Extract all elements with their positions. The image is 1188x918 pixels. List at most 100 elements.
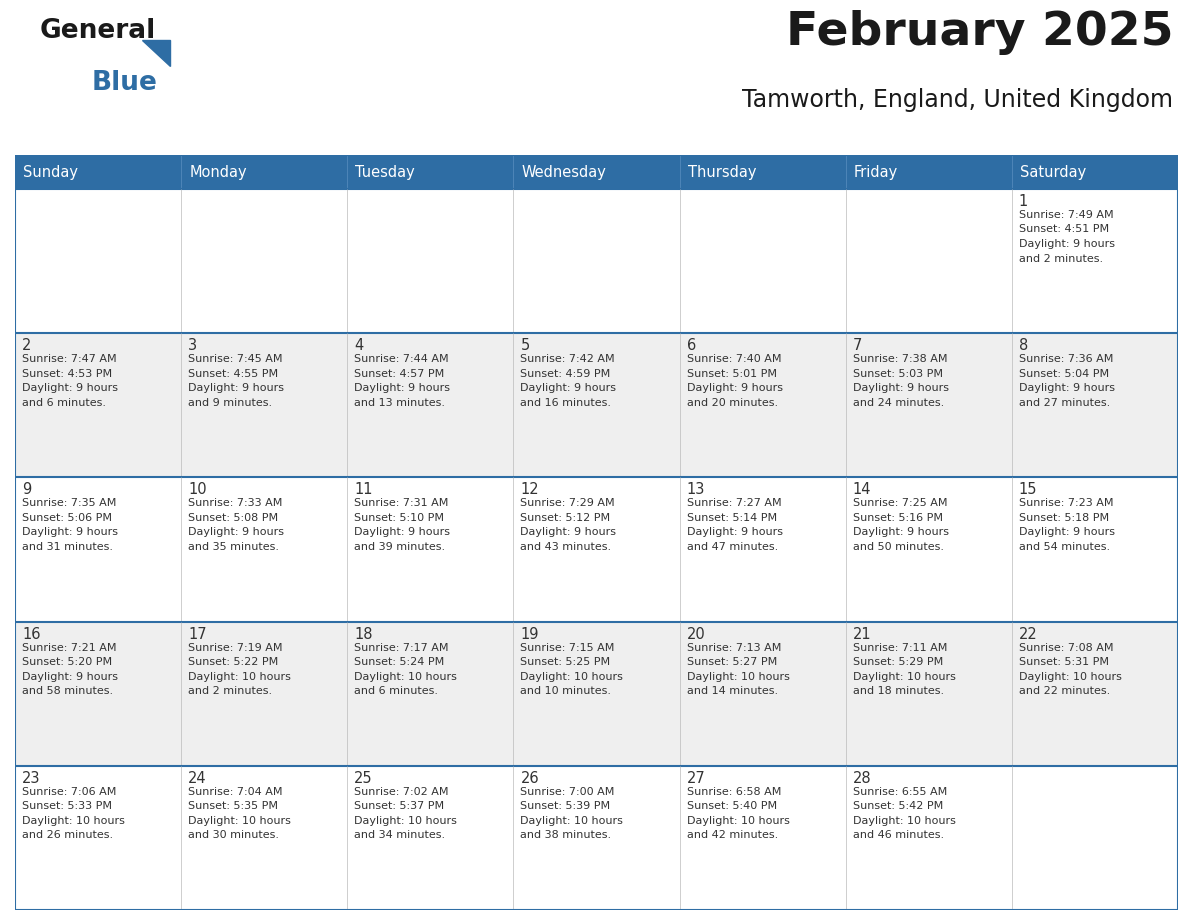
Text: and 2 minutes.: and 2 minutes. bbox=[1019, 253, 1102, 263]
Text: Sunrise: 7:45 AM: Sunrise: 7:45 AM bbox=[188, 354, 283, 364]
Text: Sunrise: 7:36 AM: Sunrise: 7:36 AM bbox=[1019, 354, 1113, 364]
Text: and 31 minutes.: and 31 minutes. bbox=[23, 542, 113, 552]
Text: Daylight: 9 hours: Daylight: 9 hours bbox=[354, 383, 450, 393]
Text: Sunrise: 7:08 AM: Sunrise: 7:08 AM bbox=[1019, 643, 1113, 653]
Text: 13: 13 bbox=[687, 482, 704, 498]
Text: Daylight: 10 hours: Daylight: 10 hours bbox=[853, 816, 955, 826]
Text: Sunrise: 7:11 AM: Sunrise: 7:11 AM bbox=[853, 643, 947, 653]
Text: Sunset: 4:51 PM: Sunset: 4:51 PM bbox=[1019, 225, 1108, 234]
Text: 24: 24 bbox=[188, 771, 207, 786]
Text: 11: 11 bbox=[354, 482, 373, 498]
Text: 15: 15 bbox=[1019, 482, 1037, 498]
Text: and 50 minutes.: and 50 minutes. bbox=[853, 542, 943, 552]
Text: 25: 25 bbox=[354, 771, 373, 786]
Text: Sunset: 5:18 PM: Sunset: 5:18 PM bbox=[1019, 513, 1108, 523]
Text: and 38 minutes.: and 38 minutes. bbox=[520, 830, 612, 840]
Text: Monday: Monday bbox=[189, 164, 247, 180]
Bar bbox=[846, 155, 1012, 189]
Text: Daylight: 9 hours: Daylight: 9 hours bbox=[520, 528, 617, 537]
Text: Sunrise: 7:42 AM: Sunrise: 7:42 AM bbox=[520, 354, 615, 364]
Text: Sunrise: 6:55 AM: Sunrise: 6:55 AM bbox=[853, 787, 947, 797]
Text: and 16 minutes.: and 16 minutes. bbox=[520, 397, 612, 408]
Text: 20: 20 bbox=[687, 627, 706, 642]
Text: and 54 minutes.: and 54 minutes. bbox=[1019, 542, 1110, 552]
Text: Sunset: 5:33 PM: Sunset: 5:33 PM bbox=[23, 801, 112, 812]
Text: 7: 7 bbox=[853, 338, 862, 353]
Text: and 27 minutes.: and 27 minutes. bbox=[1019, 397, 1110, 408]
Text: Sunrise: 7:02 AM: Sunrise: 7:02 AM bbox=[354, 787, 449, 797]
Text: Sunrise: 7:38 AM: Sunrise: 7:38 AM bbox=[853, 354, 947, 364]
Text: Sunrise: 7:13 AM: Sunrise: 7:13 AM bbox=[687, 643, 781, 653]
Text: Sunrise: 7:25 AM: Sunrise: 7:25 AM bbox=[853, 498, 947, 509]
Text: Sunrise: 7:17 AM: Sunrise: 7:17 AM bbox=[354, 643, 449, 653]
Bar bbox=[1012, 155, 1178, 189]
Text: Sunrise: 7:33 AM: Sunrise: 7:33 AM bbox=[188, 498, 283, 509]
Text: and 6 minutes.: and 6 minutes. bbox=[23, 397, 106, 408]
Text: Sunrise: 7:06 AM: Sunrise: 7:06 AM bbox=[23, 787, 116, 797]
Text: Sunrise: 7:35 AM: Sunrise: 7:35 AM bbox=[23, 498, 116, 509]
Text: 27: 27 bbox=[687, 771, 706, 786]
Text: February 2025: February 2025 bbox=[785, 10, 1173, 55]
Text: Sunset: 5:06 PM: Sunset: 5:06 PM bbox=[23, 513, 112, 523]
Text: Daylight: 10 hours: Daylight: 10 hours bbox=[188, 672, 291, 681]
Text: Tuesday: Tuesday bbox=[355, 164, 415, 180]
Text: Sunset: 4:53 PM: Sunset: 4:53 PM bbox=[23, 369, 112, 379]
Text: Sunset: 5:27 PM: Sunset: 5:27 PM bbox=[687, 657, 777, 667]
Text: 9: 9 bbox=[23, 482, 31, 498]
Text: Daylight: 10 hours: Daylight: 10 hours bbox=[520, 672, 624, 681]
Text: Sunrise: 7:47 AM: Sunrise: 7:47 AM bbox=[23, 354, 116, 364]
Text: and 42 minutes.: and 42 minutes. bbox=[687, 830, 778, 840]
Text: Sunrise: 7:15 AM: Sunrise: 7:15 AM bbox=[520, 643, 615, 653]
Text: Daylight: 9 hours: Daylight: 9 hours bbox=[23, 383, 118, 393]
Text: Daylight: 10 hours: Daylight: 10 hours bbox=[354, 816, 457, 826]
Text: Sunset: 5:01 PM: Sunset: 5:01 PM bbox=[687, 369, 777, 379]
Text: Sunset: 5:03 PM: Sunset: 5:03 PM bbox=[853, 369, 943, 379]
Text: 5: 5 bbox=[520, 338, 530, 353]
Text: Sunrise: 6:58 AM: Sunrise: 6:58 AM bbox=[687, 787, 781, 797]
Text: 3: 3 bbox=[188, 338, 197, 353]
Text: and 18 minutes.: and 18 minutes. bbox=[853, 686, 943, 696]
Text: Sunrise: 7:31 AM: Sunrise: 7:31 AM bbox=[354, 498, 449, 509]
Text: Sunrise: 7:44 AM: Sunrise: 7:44 AM bbox=[354, 354, 449, 364]
Text: 4: 4 bbox=[354, 338, 364, 353]
Text: Sunset: 5:04 PM: Sunset: 5:04 PM bbox=[1019, 369, 1108, 379]
Text: Sunday: Sunday bbox=[23, 164, 78, 180]
Text: Daylight: 9 hours: Daylight: 9 hours bbox=[188, 528, 284, 537]
Text: 1: 1 bbox=[1019, 194, 1028, 209]
Text: and 10 minutes.: and 10 minutes. bbox=[520, 686, 612, 696]
Text: Sunset: 5:24 PM: Sunset: 5:24 PM bbox=[354, 657, 444, 667]
Text: Sunrise: 7:21 AM: Sunrise: 7:21 AM bbox=[23, 643, 116, 653]
Text: Daylight: 10 hours: Daylight: 10 hours bbox=[520, 816, 624, 826]
Text: Sunset: 4:59 PM: Sunset: 4:59 PM bbox=[520, 369, 611, 379]
Text: Wednesday: Wednesday bbox=[522, 164, 606, 180]
Text: Sunset: 5:40 PM: Sunset: 5:40 PM bbox=[687, 801, 777, 812]
Text: Sunset: 5:37 PM: Sunset: 5:37 PM bbox=[354, 801, 444, 812]
Text: Sunrise: 7:29 AM: Sunrise: 7:29 AM bbox=[520, 498, 615, 509]
Text: and 39 minutes.: and 39 minutes. bbox=[354, 542, 446, 552]
Text: and 14 minutes.: and 14 minutes. bbox=[687, 686, 778, 696]
Text: 28: 28 bbox=[853, 771, 871, 786]
Text: Sunset: 5:14 PM: Sunset: 5:14 PM bbox=[687, 513, 777, 523]
Text: Daylight: 9 hours: Daylight: 9 hours bbox=[520, 383, 617, 393]
Text: Daylight: 9 hours: Daylight: 9 hours bbox=[1019, 383, 1114, 393]
Text: 6: 6 bbox=[687, 338, 696, 353]
Text: Sunrise: 7:19 AM: Sunrise: 7:19 AM bbox=[188, 643, 283, 653]
Text: 2: 2 bbox=[23, 338, 31, 353]
Text: and 22 minutes.: and 22 minutes. bbox=[1019, 686, 1110, 696]
Text: and 9 minutes.: and 9 minutes. bbox=[188, 397, 272, 408]
Text: Sunset: 5:31 PM: Sunset: 5:31 PM bbox=[1019, 657, 1108, 667]
Text: 18: 18 bbox=[354, 627, 373, 642]
Bar bbox=[15, 189, 1178, 333]
Text: Daylight: 10 hours: Daylight: 10 hours bbox=[23, 816, 125, 826]
Text: Sunset: 5:42 PM: Sunset: 5:42 PM bbox=[853, 801, 943, 812]
Text: Daylight: 9 hours: Daylight: 9 hours bbox=[687, 528, 783, 537]
Text: Daylight: 10 hours: Daylight: 10 hours bbox=[1019, 672, 1121, 681]
Text: General: General bbox=[40, 18, 157, 44]
Text: and 46 minutes.: and 46 minutes. bbox=[853, 830, 943, 840]
Text: 26: 26 bbox=[520, 771, 539, 786]
Text: Daylight: 9 hours: Daylight: 9 hours bbox=[853, 383, 949, 393]
Text: Sunrise: 7:49 AM: Sunrise: 7:49 AM bbox=[1019, 210, 1113, 220]
Text: 16: 16 bbox=[23, 627, 40, 642]
Bar bbox=[15, 155, 181, 189]
Text: 12: 12 bbox=[520, 482, 539, 498]
